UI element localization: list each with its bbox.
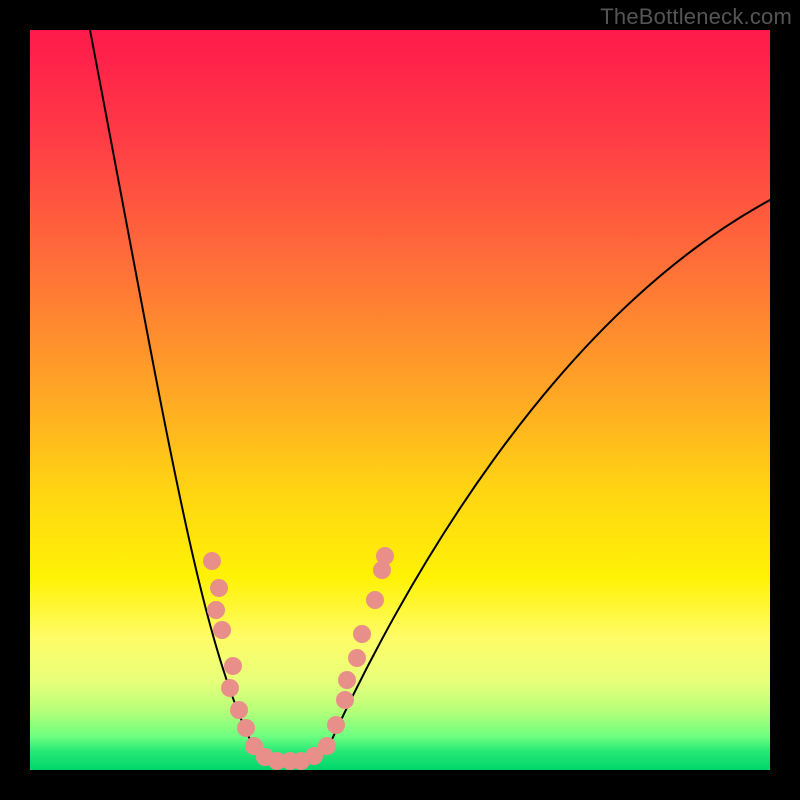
- data-marker: [353, 625, 371, 643]
- data-marker: [327, 716, 345, 734]
- data-marker: [230, 701, 248, 719]
- data-marker: [210, 579, 228, 597]
- data-marker: [224, 657, 242, 675]
- watermark-text: TheBottleneck.com: [600, 4, 792, 30]
- data-marker: [318, 737, 336, 755]
- data-marker: [348, 649, 366, 667]
- data-marker: [336, 691, 354, 709]
- data-marker: [237, 719, 255, 737]
- data-marker: [376, 547, 394, 565]
- data-marker: [366, 591, 384, 609]
- data-marker: [207, 601, 225, 619]
- chart-frame: TheBottleneck.com: [0, 0, 800, 800]
- bottleneck-curve: [90, 30, 770, 762]
- plot-area: [30, 30, 770, 770]
- data-marker: [338, 671, 356, 689]
- curve-layer: [30, 30, 770, 770]
- data-marker: [221, 679, 239, 697]
- data-marker: [203, 552, 221, 570]
- data-marker: [213, 621, 231, 639]
- marker-group: [203, 547, 394, 770]
